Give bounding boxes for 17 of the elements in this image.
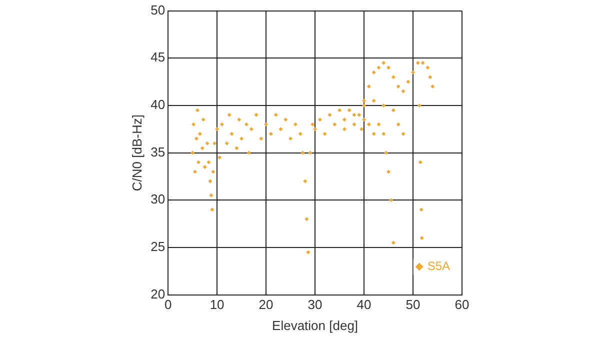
y-tick-label: 45	[150, 50, 166, 65]
y-tick-label: 40	[150, 97, 166, 112]
y-tick-label: 35	[150, 144, 166, 160]
x-tick-label: 10	[210, 297, 224, 312]
x-tick-label: 40	[356, 297, 372, 312]
y-tick-label: 20	[150, 286, 166, 302]
x-tick-label: 0	[164, 297, 172, 312]
x-tick-label: 60	[454, 297, 470, 312]
x-tick-label: 20	[258, 297, 274, 312]
y-axis-title: C/N0 [dB-Hz]	[129, 114, 144, 192]
y-tick-label: 50	[150, 2, 166, 18]
legend-label: S5A	[427, 259, 450, 274]
y-tick-label: 30	[150, 192, 166, 207]
x-axis-title: Elevation [deg]	[272, 318, 358, 333]
x-tick-label: 30	[308, 297, 322, 312]
y-tick-label: 25	[150, 239, 166, 254]
x-tick-label: 50	[406, 297, 420, 312]
